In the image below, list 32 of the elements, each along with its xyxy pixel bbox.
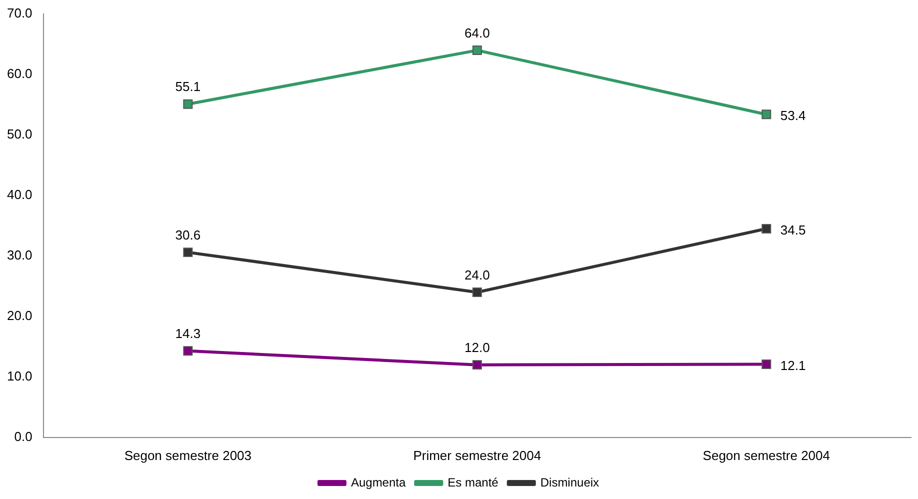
x-tick-label: Segon semestre 2004 — [702, 448, 830, 463]
x-tick-label: Segon semestre 2003 — [124, 448, 252, 463]
data-label: 34.5 — [780, 222, 806, 238]
data-label: 30.6 — [175, 227, 201, 242]
point — [762, 224, 772, 234]
y-tick-label: 60.0 — [6, 66, 32, 82]
point — [183, 99, 193, 109]
legend-label: Disminueix — [540, 475, 600, 490]
data-label: 64.0 — [464, 25, 490, 40]
x-tick-label: Primer semestre 2004 — [413, 448, 542, 463]
y-tick-label: 40.0 — [6, 187, 32, 202]
point — [472, 287, 482, 297]
point — [762, 110, 772, 120]
y-tick-label: 0.0 — [14, 428, 32, 444]
data-label: 12.1 — [780, 358, 806, 373]
legend-label: Es manté — [448, 475, 499, 490]
data-label: 53.4 — [780, 108, 806, 123]
y-tick-label: 20.0 — [6, 308, 32, 324]
data-label: 24.0 — [464, 267, 490, 282]
data-label: 14.3 — [175, 326, 201, 341]
point — [183, 248, 193, 258]
point — [472, 360, 482, 370]
data-label: 55.1 — [175, 79, 201, 94]
y-tick-label: 50.0 — [6, 126, 32, 142]
point — [762, 359, 772, 369]
y-tick-label: 30.0 — [6, 248, 32, 263]
data-label: 12.0 — [464, 340, 490, 355]
y-tick-label: 10.0 — [6, 368, 32, 384]
y-tick-label: 70.0 — [6, 6, 32, 21]
point — [472, 46, 482, 56]
point — [183, 346, 193, 356]
legend-label: Augmenta — [350, 475, 406, 490]
